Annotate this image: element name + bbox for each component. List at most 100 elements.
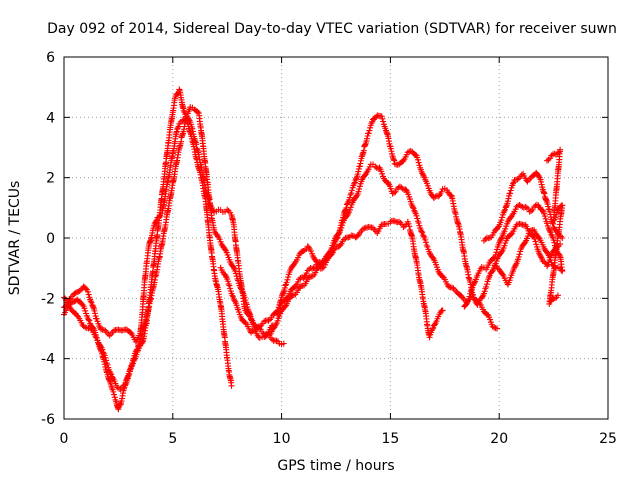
data-point	[532, 238, 539, 245]
data-point	[235, 309, 242, 316]
data-point	[133, 347, 140, 354]
data-point	[82, 307, 89, 314]
data-point	[241, 294, 248, 301]
data-point	[229, 292, 236, 299]
data-point	[291, 284, 298, 291]
data-point	[465, 296, 472, 303]
data-point	[356, 186, 363, 193]
data-point	[429, 326, 436, 333]
data-point	[483, 281, 490, 288]
data-point	[307, 248, 314, 255]
y-tick-label: -6	[41, 412, 55, 428]
data-point	[87, 298, 94, 305]
series-track-8	[480, 169, 566, 244]
y-axis-label: SDTVAR / TECUs	[7, 181, 23, 296]
data-point	[548, 231, 555, 238]
data-point	[413, 212, 420, 219]
series-track-3	[61, 104, 276, 413]
series-track-6	[274, 112, 564, 318]
data-point	[263, 332, 270, 339]
data-point	[517, 248, 524, 255]
data-point	[235, 277, 242, 284]
x-tick-label: 10	[273, 431, 291, 447]
data-point	[439, 307, 446, 314]
data-point	[226, 282, 233, 289]
series-track-4	[217, 217, 446, 341]
data-point	[222, 272, 229, 279]
data-point	[533, 241, 540, 248]
data-point	[365, 130, 372, 137]
data-point	[194, 109, 201, 116]
data-point	[494, 224, 501, 231]
data-point	[487, 316, 494, 323]
data-point	[550, 217, 557, 224]
data-point	[498, 235, 505, 242]
data-point	[354, 232, 361, 239]
data-point	[281, 303, 288, 310]
data-point	[481, 288, 488, 295]
data-point	[406, 223, 413, 230]
y-tick-label: 4	[46, 110, 55, 126]
chart-title: Day 092 of 2014, Sidereal Day-to-day VTE…	[47, 21, 617, 37]
data-point	[303, 270, 310, 277]
data-point	[499, 214, 506, 221]
data-point	[525, 230, 532, 237]
y-tick-label: 6	[46, 50, 55, 66]
data-point	[509, 180, 516, 187]
data-point	[84, 288, 91, 295]
data-point	[533, 232, 540, 239]
data-point	[72, 289, 79, 296]
data-point	[284, 276, 291, 283]
data-point	[418, 228, 425, 235]
data-point	[490, 255, 497, 262]
data-point	[378, 113, 385, 120]
data-point	[111, 391, 118, 398]
data-point	[330, 243, 337, 250]
data-point	[344, 200, 351, 207]
data-point	[224, 278, 231, 285]
data-point	[355, 188, 362, 195]
data-point	[93, 315, 100, 322]
data-point	[507, 187, 514, 194]
data-point	[498, 217, 505, 224]
data-point	[541, 213, 548, 220]
data-point	[409, 204, 416, 211]
data-point	[379, 170, 386, 177]
x-tick-label: 0	[60, 431, 69, 447]
data-point	[94, 318, 101, 325]
data-point	[174, 91, 181, 98]
data-point	[544, 220, 551, 227]
data-point	[531, 235, 538, 242]
data-point	[347, 204, 354, 211]
data-point	[431, 321, 438, 328]
data-point	[285, 274, 292, 281]
data-point	[128, 362, 135, 369]
x-tick-label: 25	[599, 431, 617, 447]
data-point	[491, 262, 498, 269]
data-point	[470, 291, 477, 298]
data-point	[291, 260, 298, 267]
data-point	[356, 183, 363, 190]
data-point	[333, 235, 340, 242]
data-point	[379, 115, 386, 122]
data-point	[175, 123, 182, 130]
data-point	[137, 338, 144, 345]
data-point	[466, 293, 473, 300]
data-point	[426, 334, 433, 341]
data-point	[424, 182, 431, 189]
x-tick-label: 20	[490, 431, 508, 447]
data-point	[501, 208, 508, 215]
data-point	[348, 187, 355, 194]
data-point	[366, 127, 373, 134]
data-point	[216, 236, 223, 243]
data-point	[494, 325, 501, 332]
data-point	[385, 179, 392, 186]
data-point	[351, 180, 358, 187]
data-point	[486, 274, 493, 281]
data-point	[516, 251, 523, 258]
y-tick-label: 2	[46, 171, 55, 187]
data-point	[380, 118, 387, 125]
x-axis-label: GPS time / hours	[277, 458, 394, 474]
data-point	[415, 219, 422, 226]
